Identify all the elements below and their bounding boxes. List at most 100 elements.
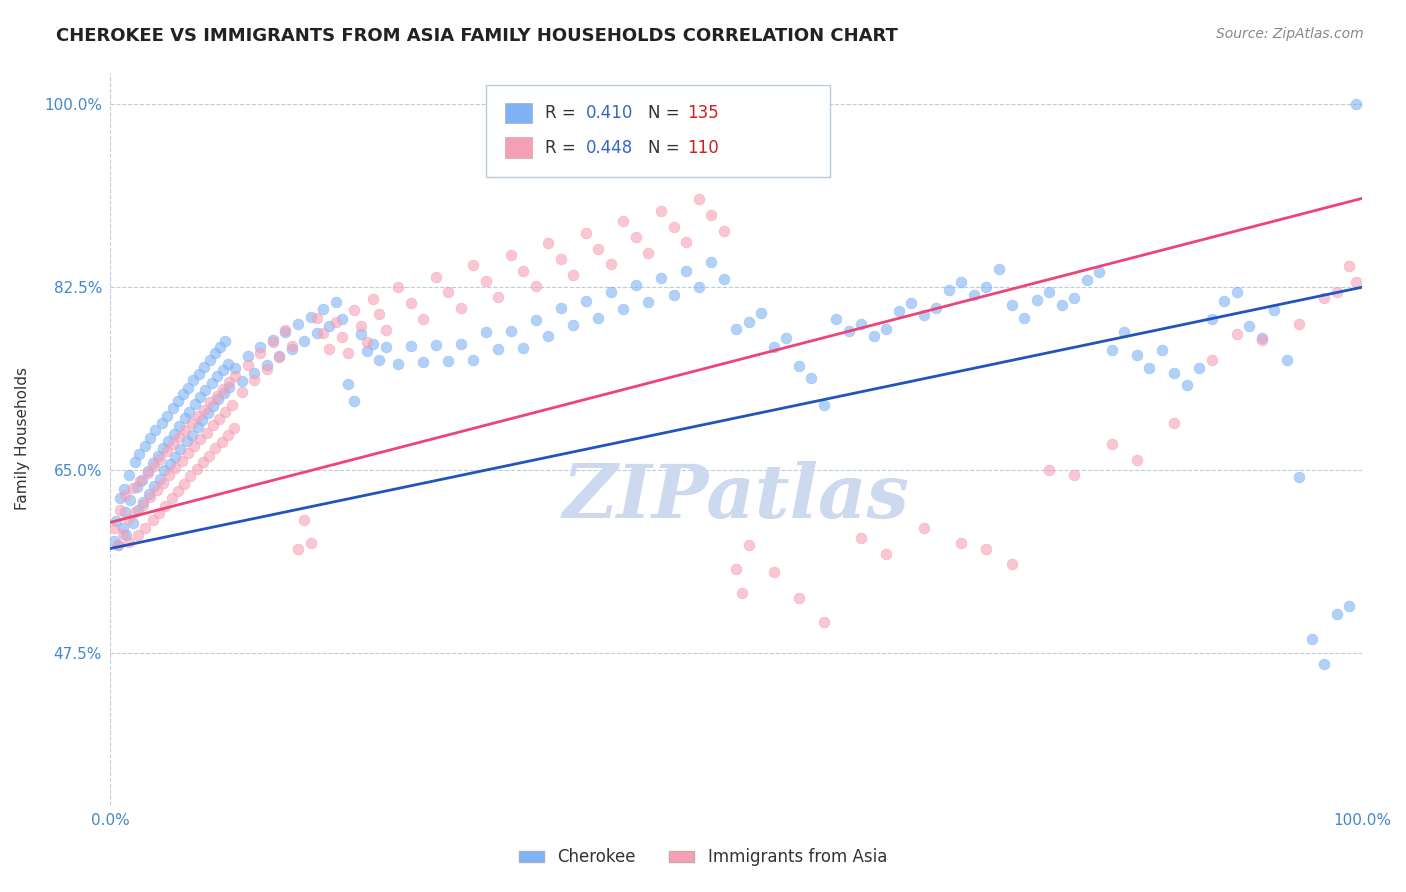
Point xyxy=(675,263,697,277)
Point xyxy=(562,318,585,332)
Point xyxy=(200,353,222,368)
Point xyxy=(243,366,266,380)
Point xyxy=(318,342,340,356)
Point xyxy=(209,340,232,354)
Point xyxy=(194,383,217,397)
Point xyxy=(662,287,685,301)
Point xyxy=(312,326,335,341)
Point xyxy=(1226,327,1249,342)
Point xyxy=(177,404,200,418)
Point xyxy=(1288,317,1310,331)
Point xyxy=(1076,273,1098,287)
Point xyxy=(169,442,191,457)
Point xyxy=(662,219,685,234)
Point xyxy=(125,480,148,494)
Point xyxy=(243,373,266,387)
Point xyxy=(412,355,434,369)
Point xyxy=(713,224,735,238)
Point xyxy=(575,293,598,308)
Text: CHEROKEE VS IMMIGRANTS FROM ASIA FAMILY HOUSEHOLDS CORRELATION CHART: CHEROKEE VS IMMIGRANTS FROM ASIA FAMILY … xyxy=(56,27,898,45)
Point xyxy=(1063,468,1085,483)
Point xyxy=(132,498,155,512)
Text: N =: N = xyxy=(648,138,685,157)
Point xyxy=(153,463,176,477)
Point xyxy=(155,499,177,513)
Point xyxy=(588,242,610,256)
Point xyxy=(600,285,623,300)
Point xyxy=(737,538,759,552)
Point xyxy=(524,279,547,293)
Point xyxy=(700,255,723,269)
Point xyxy=(425,337,447,351)
Point xyxy=(1000,558,1022,572)
Point xyxy=(103,534,125,549)
Point xyxy=(224,421,246,435)
Point xyxy=(292,513,315,527)
Point xyxy=(912,521,935,535)
Point xyxy=(1101,437,1123,451)
Point xyxy=(1313,291,1336,305)
Point xyxy=(1188,360,1211,375)
Point xyxy=(675,235,697,250)
Point xyxy=(173,476,195,491)
Point xyxy=(166,484,188,499)
Point xyxy=(1101,343,1123,357)
Point xyxy=(450,301,472,315)
Point xyxy=(1339,599,1361,613)
Point xyxy=(1344,97,1367,112)
Point xyxy=(875,322,897,336)
Point xyxy=(762,565,785,579)
Point xyxy=(299,536,322,550)
Point xyxy=(1226,285,1249,300)
Point xyxy=(127,503,149,517)
Point xyxy=(118,535,141,549)
Point xyxy=(183,439,205,453)
Point xyxy=(190,413,212,427)
Point xyxy=(512,341,534,355)
Point xyxy=(114,505,136,519)
Point xyxy=(1213,293,1236,308)
Text: Source: ZipAtlas.com: Source: ZipAtlas.com xyxy=(1216,27,1364,41)
Point xyxy=(1326,607,1348,622)
Point xyxy=(188,367,211,381)
Point xyxy=(105,514,128,528)
Point xyxy=(474,274,496,288)
Text: 135: 135 xyxy=(688,104,718,122)
Point xyxy=(115,528,138,542)
Point xyxy=(1038,285,1060,300)
Point xyxy=(186,462,208,476)
Point xyxy=(287,541,309,556)
Point xyxy=(1125,348,1147,362)
Point xyxy=(150,416,173,430)
Point xyxy=(637,245,659,260)
Point xyxy=(349,318,371,333)
Point xyxy=(231,374,253,388)
Point xyxy=(274,325,297,339)
Text: R =: R = xyxy=(544,138,581,157)
Point xyxy=(463,258,485,272)
Point xyxy=(256,358,278,372)
Point xyxy=(537,329,560,343)
Point xyxy=(343,303,366,318)
Point xyxy=(124,455,146,469)
Point xyxy=(155,444,177,458)
Point xyxy=(132,494,155,508)
Point xyxy=(1301,632,1323,647)
Point xyxy=(118,468,141,483)
Point xyxy=(851,531,873,545)
Point xyxy=(188,390,211,404)
Point xyxy=(218,376,240,390)
Point xyxy=(600,257,623,271)
Point xyxy=(725,562,748,576)
Point xyxy=(499,324,522,338)
Point xyxy=(499,248,522,262)
Point xyxy=(292,334,315,348)
Point xyxy=(1150,343,1173,357)
Point xyxy=(155,409,177,423)
Point xyxy=(337,346,360,360)
Point xyxy=(368,307,391,321)
Point xyxy=(110,491,132,506)
Point xyxy=(612,302,634,317)
Point xyxy=(187,409,209,423)
Point xyxy=(900,296,922,310)
